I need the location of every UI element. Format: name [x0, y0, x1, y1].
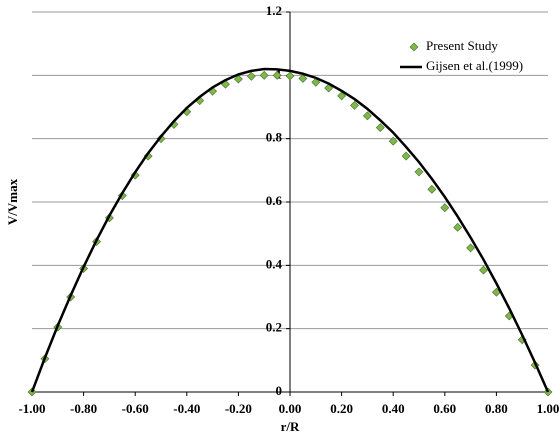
data-point	[272, 70, 282, 80]
x-tick-label: 0.80	[485, 401, 508, 416]
data-point	[298, 74, 308, 83]
x-axis-label: r/R	[281, 419, 300, 434]
legend-label: Present Study	[426, 38, 498, 53]
data-line	[30, 67, 550, 393]
x-tick-label: 0.20	[330, 401, 353, 416]
data-point	[337, 91, 347, 101]
data-point	[311, 77, 321, 87]
x-tick-label: -0.60	[122, 401, 149, 416]
data-point	[246, 71, 256, 81]
data-point	[466, 243, 476, 253]
x-tick-label: -0.80	[70, 401, 97, 416]
data-point	[259, 70, 269, 80]
data-point	[453, 222, 463, 232]
y-tick-label: 1.2	[266, 3, 282, 18]
data-point	[427, 184, 437, 194]
legend-marker	[409, 42, 419, 52]
y-axis-label: V/Vmax	[5, 178, 20, 225]
y-tick-label: 0.6	[266, 193, 283, 208]
data-point	[156, 134, 166, 144]
data-point	[362, 111, 372, 121]
legend-label: Gijsen et al.(1999)	[426, 58, 523, 73]
data-point	[388, 136, 398, 146]
data-point	[375, 123, 385, 133]
data-point	[401, 151, 411, 161]
data-point	[414, 167, 424, 177]
y-tick-label: 0.4	[266, 256, 283, 271]
y-tick-label: 0	[276, 383, 283, 398]
x-tick-label: -1.00	[18, 401, 45, 416]
x-tick-label: 0.40	[382, 401, 405, 416]
x-tick-label: -0.40	[173, 401, 200, 416]
data-point	[285, 71, 295, 81]
y-tick-label: 0.2	[266, 320, 282, 335]
data-point	[233, 74, 243, 84]
x-tick-label: 1.00	[537, 401, 560, 416]
x-tick-label: 0.60	[433, 401, 456, 416]
data-point	[440, 203, 450, 213]
x-tick-label: 0.00	[279, 401, 302, 416]
data-point	[479, 265, 488, 275]
y-tick-label: 0.8	[266, 130, 283, 145]
data-point	[117, 191, 127, 201]
data-point	[350, 100, 359, 110]
x-tick-label: -0.20	[225, 401, 252, 416]
